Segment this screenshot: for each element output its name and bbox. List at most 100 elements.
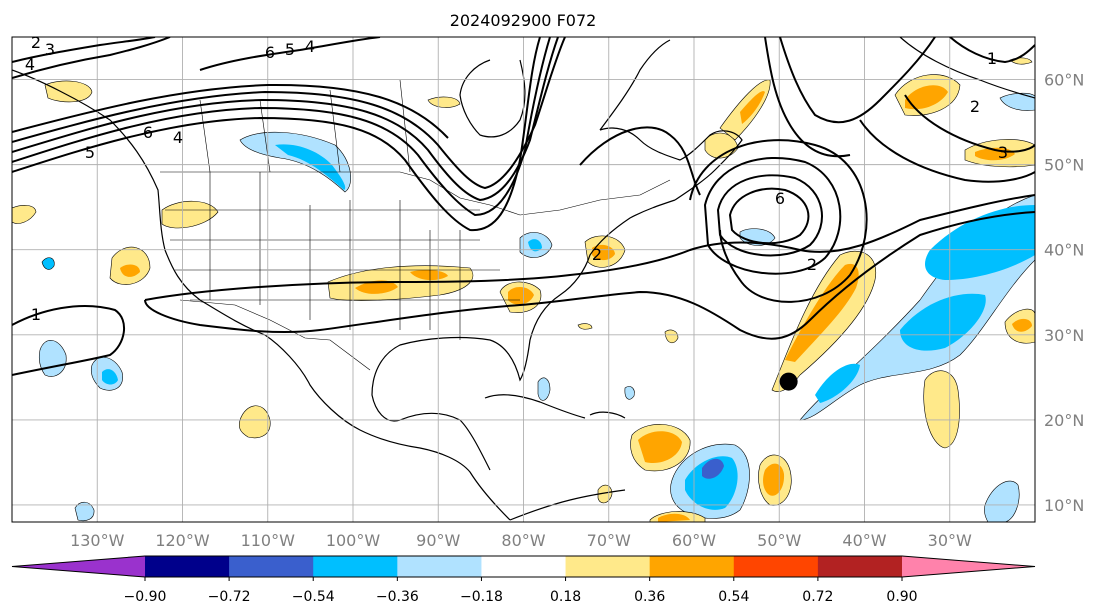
lon-tick-label: 110°W <box>241 531 296 550</box>
contour-label-2-atlantic: 2 <box>807 255 817 274</box>
colorbar-level-label: 0.72 <box>802 589 833 605</box>
contour-low-ring-1 <box>728 187 810 245</box>
colorbar-segment <box>397 556 482 577</box>
colorbar-level-label: −0.36 <box>376 589 419 605</box>
contour-label-3-ne: 3 <box>998 143 1008 162</box>
contour-greenland-1 <box>764 37 851 158</box>
map-frame <box>11 36 1036 523</box>
contour-label-2-ne: 2 <box>970 97 980 116</box>
border-states-1 <box>209 172 461 340</box>
contour-label-5-jet: 5 <box>85 143 95 162</box>
coast-hispaniola <box>589 411 626 419</box>
colorbar-level-label: −0.90 <box>124 589 167 605</box>
colorbar-level-label: −0.72 <box>208 589 251 605</box>
lon-tick-label: 120°W <box>155 531 210 550</box>
longitude-tick-labels: 130°W 120°W 110°W 100°W 90°W 80°W 70°W 60°W 50°W… <box>70 531 972 550</box>
shade-negative-canada-core <box>275 144 346 190</box>
coast-northeast <box>599 127 743 201</box>
contour-jet-3 <box>12 37 559 202</box>
shade-negative-ohio-core <box>528 239 542 252</box>
grid-lines <box>12 37 1035 522</box>
colorbar-segment <box>817 556 903 577</box>
shade-negative-bahamas <box>624 386 635 400</box>
contour-1-lower <box>12 304 125 376</box>
contour-low-ring-2 <box>716 174 823 257</box>
shade-positive-bottom-core <box>658 513 690 522</box>
lat-tick-label: 10°N <box>1044 496 1084 515</box>
lon-tick-label: 30°W <box>928 531 972 550</box>
border-us-canada <box>160 171 671 216</box>
contour-label-1-west: 1 <box>31 305 41 324</box>
shade-positive-hudson <box>427 96 461 108</box>
colorbar-segment <box>733 556 819 577</box>
contour-label-5-north: 5 <box>285 40 295 59</box>
colorbar-level-label: 0.54 <box>718 589 749 605</box>
contour-lines <box>12 37 1035 376</box>
lon-tick-label: 60°W <box>672 531 716 550</box>
coast-mexico-gulf <box>371 199 676 471</box>
lon-tick-label: 70°W <box>587 531 631 550</box>
coast-labrador <box>599 39 671 131</box>
shaded-anomaly-fields <box>12 57 1035 522</box>
contour-label-4-jet: 4 <box>173 128 183 147</box>
shade-positive-pacific-coast <box>12 205 37 224</box>
shade-negative-atlantic-band-core2 <box>900 293 986 351</box>
contour-north-1 <box>199 37 381 71</box>
latitude-tick-labels: 60°N 50°N 40°N 30°N 20°N 10°N <box>1044 71 1084 515</box>
lat-tick-label: 40°N <box>1044 241 1084 260</box>
contour-nw-2 <box>12 37 171 79</box>
contour-1-lower-2 <box>144 211 1035 340</box>
colorbar-level-label: 0.18 <box>550 589 581 605</box>
colorbar-level-label: 0.36 <box>634 589 665 605</box>
shade-positive-small-gulf <box>664 329 679 344</box>
political-borders <box>160 79 671 371</box>
lon-tick-label: 50°W <box>757 531 801 550</box>
map-title: 2024092900 F072 <box>450 11 597 30</box>
lon-tick-label: 100°W <box>326 531 381 550</box>
shade-positive-labrador-core <box>740 91 765 124</box>
shade-negative-lesser-antilles-core2 <box>702 458 724 479</box>
shade-negative-atlantic-band-core <box>925 205 1035 280</box>
contour-ne-1 <box>949 37 1035 64</box>
colorbar-segment <box>229 556 314 577</box>
lat-tick-label: 20°N <box>1044 411 1084 430</box>
lat-tick-label: 60°N <box>1044 71 1084 90</box>
colorbar-segment <box>481 556 567 577</box>
lat-tick-label: 30°N <box>1044 326 1084 345</box>
shade-positive-pacific-nw <box>44 80 93 103</box>
storm-position-marker <box>779 372 798 391</box>
shade-positive-midatlantic-core <box>592 244 615 261</box>
contour-3-upper <box>579 126 701 196</box>
shade-negative-ne-corner <box>999 92 1035 111</box>
border-states-2 <box>165 209 520 301</box>
colorbar-segment <box>649 556 735 577</box>
shade-positive-plains-core <box>355 280 398 294</box>
shade-negative-pacific-south <box>74 501 95 521</box>
shade-positive-north-atlantic-core <box>905 85 948 110</box>
contour-nw-1 <box>12 37 156 63</box>
contour-ne-3 <box>859 119 1035 183</box>
colorbar-segment <box>313 556 398 577</box>
contour-label-6-north: 6 <box>265 43 275 62</box>
contour-label-4-north: 4 <box>305 37 315 56</box>
lon-tick-label: 130°W <box>70 531 125 550</box>
colorbar-segment <box>145 556 230 577</box>
shade-positive-atlantic-small <box>577 323 593 330</box>
coast-hudson-bay <box>459 59 526 138</box>
coast-south-america <box>509 489 626 521</box>
shade-negative-pacific-2-core <box>102 369 118 385</box>
lon-tick-label: 40°W <box>842 531 886 550</box>
map-panel: 1 1 2 2 2 2 3 3 4 4 4 5 5 6 6 6 130°W <box>11 33 1084 550</box>
colorbar-extend-high <box>902 556 1035 577</box>
shade-negative-lesser-antilles-core <box>685 456 738 510</box>
contour-2-subtropical <box>144 194 1035 301</box>
shade-positive-mexico-pacific <box>238 405 271 439</box>
shade-negative-south-east <box>984 480 1020 522</box>
contour-label-1-ne: 1 <box>987 49 997 68</box>
contour-jet-5 <box>12 83 449 139</box>
contour-label-2-nw: 2 <box>31 33 41 52</box>
contour-labels: 1 1 2 2 2 2 3 3 4 4 4 5 5 6 6 6 <box>25 33 1008 324</box>
lat-tick-label: 50°N <box>1044 156 1084 175</box>
colorbar-level-label: −0.18 <box>460 589 503 605</box>
lon-tick-label: 90°W <box>416 531 460 550</box>
